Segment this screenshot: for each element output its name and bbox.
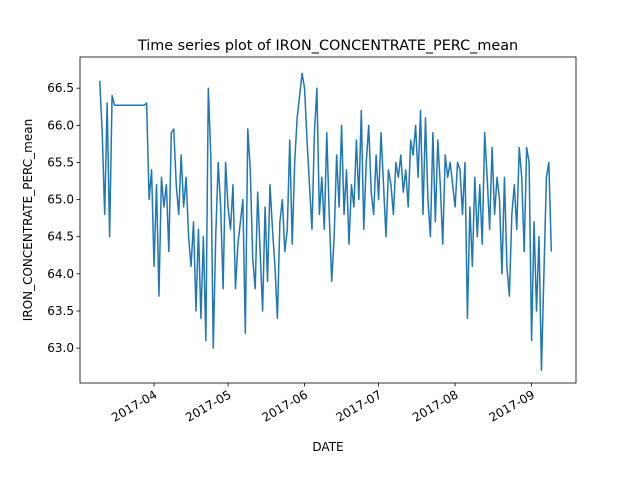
plot-frame: [79, 56, 577, 384]
y-tick-label: 64.5: [47, 230, 74, 244]
y-axis-label: IRON_CONCENTRATE_PERC_mean: [21, 119, 35, 321]
x-axis-label: DATE: [312, 440, 343, 454]
y-tick-label: 65.5: [47, 155, 74, 169]
chart-title: Time series plot of IRON_CONCENTRATE_PER…: [137, 38, 518, 54]
y-tick-label: 63.5: [47, 304, 74, 318]
y-tick-label: 64.0: [47, 267, 74, 281]
y-tick-label: 66.0: [47, 118, 74, 132]
y-tick-label: 65.0: [47, 193, 74, 207]
series-line: [98, 72, 553, 372]
y-tick-label: 63.0: [47, 341, 74, 355]
y-tick-label: 66.5: [47, 81, 74, 95]
